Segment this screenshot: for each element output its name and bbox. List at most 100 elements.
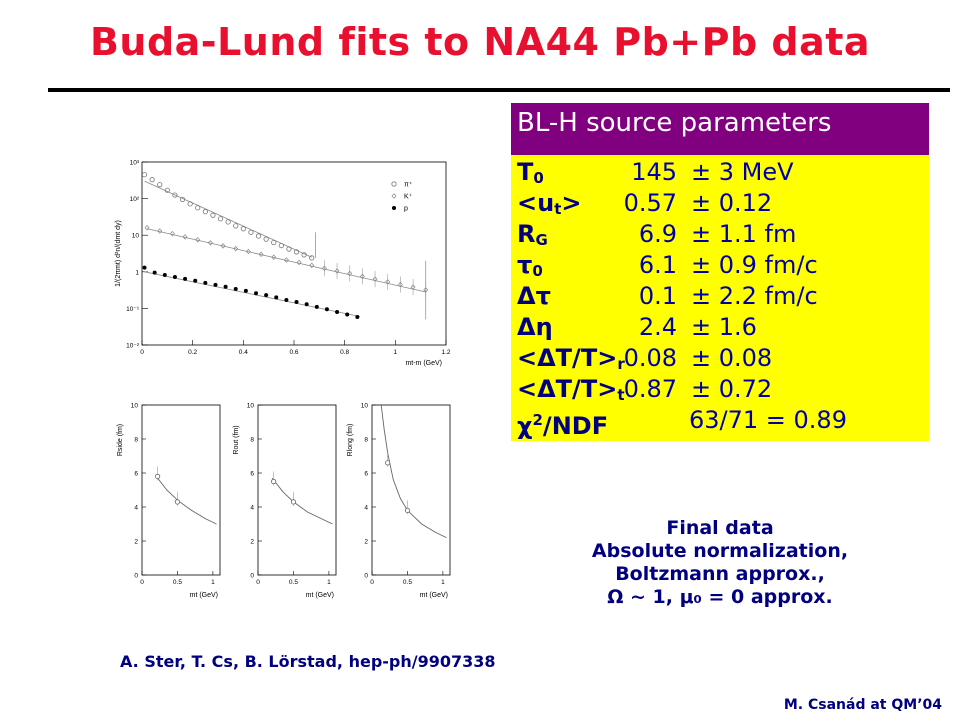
data-point (263, 236, 269, 242)
parameter-name: χ2/NDF (517, 411, 609, 440)
data-point (278, 242, 284, 249)
y-tick-label: 10⁻¹ (126, 306, 140, 313)
data-point (290, 499, 297, 505)
data-point (324, 307, 329, 312)
data-point (309, 255, 315, 261)
data-point (157, 228, 163, 234)
fit-line (144, 271, 360, 317)
y-axis-label: 1/(2πmt) d²n/(dmt dy) (115, 220, 122, 287)
x-tick-label: 1 (441, 579, 445, 586)
data-point (248, 229, 254, 235)
data-point (255, 233, 262, 239)
data-point (193, 278, 198, 283)
x-axis-label: mt (GeV) (420, 592, 448, 599)
y-axis-label: Rout (fm) (233, 425, 240, 454)
data-point (347, 270, 353, 277)
spectra-chart: 0 0.2 0.4 0.6 0.8 1 1.2 10⁻² 10⁻¹ 1 10 10² 10³ mt-m (… (115, 160, 451, 368)
x-tick-label: 1 (211, 579, 215, 586)
parameter-value: 6.1 (638, 251, 677, 279)
data-point (335, 309, 340, 314)
parameter-error: ± 0.12 (691, 189, 773, 217)
y-tick-label: 2 (250, 539, 254, 546)
plot-frame (257, 404, 337, 576)
fit-curve (155, 476, 217, 525)
y-tick-label: 4 (250, 505, 254, 512)
fit-curve (380, 404, 447, 539)
data-point (187, 201, 193, 207)
x-tick-label: 1 (327, 579, 331, 586)
parameter-row: RG 6.9 ± 1.1 fm (511, 219, 929, 250)
legend-label: p (404, 206, 408, 213)
x-axis-label: mt-m (GeV) (405, 360, 442, 367)
data-point (203, 280, 208, 285)
data-point (195, 205, 201, 211)
note-line: Boltzmann approx., (615, 563, 825, 585)
parameter-row: τ0 6.1 ± 0.9 fm/c (511, 250, 929, 281)
fit-line (146, 228, 426, 293)
y-tick-label: 4 (364, 505, 368, 512)
data-point (355, 315, 360, 320)
data-point (240, 226, 246, 232)
x-tick-label: 0.2 (188, 349, 197, 356)
data-point (271, 239, 277, 246)
parameter-error: ± 1.6 (691, 313, 757, 341)
data-point (410, 284, 416, 290)
parameter-value: 0.1 (638, 282, 677, 310)
radius-chart-out: 0 2 4 6 8 10 0 0.5 1 mt (GeV) Rout (fm) (233, 403, 337, 599)
plot-frame (141, 404, 221, 576)
parameter-error: ± 1.1 fm (691, 220, 797, 248)
note-line: Absolute normalization, (591, 540, 849, 562)
parameter-value: 0.57 (623, 189, 677, 217)
data-point (220, 243, 226, 249)
x-tick-label: 0.5 (173, 579, 182, 586)
data-point (372, 276, 378, 282)
data-point (294, 299, 299, 304)
data-point (152, 270, 157, 275)
y-tick-label: 2 (134, 539, 138, 546)
author-credit: M. Csanád at QM’04 (783, 697, 942, 713)
data-point (144, 225, 150, 231)
data-point (309, 262, 315, 269)
y-tick-label: 0 (364, 573, 368, 580)
data-point (301, 252, 307, 258)
parameter-table-header: BL-H source parameters (511, 103, 929, 155)
parameter-value: 6.9 (638, 220, 677, 248)
x-tick-label: 1 (394, 349, 398, 356)
y-tick-label: 4 (134, 505, 138, 512)
data-point (179, 196, 186, 203)
parameter-error: ± 3 MeV (691, 158, 794, 186)
y-tick-label: 6 (364, 471, 368, 478)
x-tick-label: 0 (370, 579, 374, 586)
data-point (245, 248, 251, 255)
fit-line (144, 180, 312, 258)
reference-citation: A. Ster, T. Cs, B. Lörstad, hep-ph/99073… (120, 652, 496, 671)
data-point (182, 234, 188, 240)
y-tick-label: 6 (134, 471, 138, 478)
parameter-row: χ2/NDF 63/71 = 0.89 (511, 405, 929, 440)
data-point (334, 268, 340, 274)
parameter-error: ± 2.2 fm/c (691, 282, 818, 310)
parameter-name: <ut> (517, 189, 582, 218)
parameter-row: <ut> 0.57 ± 0.12 (511, 188, 929, 219)
x-axis-label: mt (GeV) (306, 592, 334, 599)
y-tick-label: 0 (134, 573, 138, 580)
data-point (207, 240, 213, 246)
data-point (270, 478, 277, 485)
parameter-value: 0.08 (623, 344, 677, 372)
x-tick-label: 0 (140, 349, 144, 356)
radius-chart-side: 0 2 4 6 8 10 0 0.5 1 mt (GeV) Rside (fm) (117, 403, 221, 599)
x-tick-label: 0.5 (403, 579, 412, 586)
x-tick-label: 1.2 (441, 349, 450, 356)
data-point (345, 312, 350, 317)
y-tick-label: 8 (134, 437, 138, 444)
y-tick-label: 0 (250, 573, 254, 580)
data-point (384, 460, 391, 466)
data-point (293, 249, 300, 255)
data-point (296, 259, 302, 266)
data-point (233, 223, 239, 229)
parameter-row: <ΔT/T>r 0.08 ± 0.08 (511, 343, 929, 374)
data-point (391, 181, 397, 187)
y-axis-label: Rlong (fm) (347, 424, 354, 457)
y-tick-label: 1 (135, 269, 139, 276)
y-tick-label: 10 (361, 403, 369, 410)
